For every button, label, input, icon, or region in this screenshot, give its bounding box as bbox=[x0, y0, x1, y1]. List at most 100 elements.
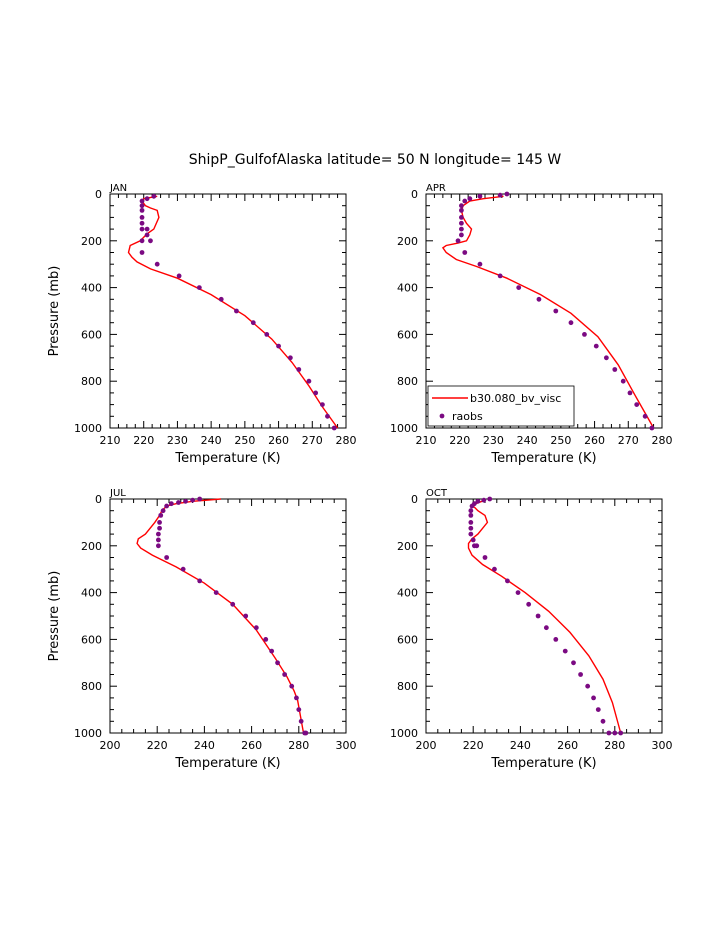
x-tick-label-jul: 260 bbox=[241, 739, 262, 752]
obs-point-apr bbox=[459, 215, 464, 220]
obs-point-apr bbox=[516, 285, 522, 290]
obs-point-oct bbox=[612, 730, 618, 736]
y-tick-label-apr: 0 bbox=[411, 188, 418, 201]
y-tick-label-jul: 400 bbox=[81, 587, 102, 600]
panel-oct: OCT 200 220 240 260 280 300 0 200 400 600 800 1000 Te… bbox=[390, 488, 673, 771]
obs-point-apr bbox=[497, 273, 503, 279]
obs-point-jan bbox=[250, 320, 256, 326]
y-tick-label-apr: 400 bbox=[397, 282, 418, 295]
obs-point-jul bbox=[158, 512, 164, 518]
obs-point-jul bbox=[164, 555, 170, 560]
y-tick-label-apr: 1000 bbox=[390, 422, 418, 435]
x-tick-label-apr: 210 bbox=[416, 434, 437, 447]
obs-point-oct bbox=[595, 707, 601, 712]
obs-point-jul bbox=[230, 601, 236, 607]
obs-point-jul bbox=[294, 695, 299, 701]
x-axis-label-jul: Temperature (K) bbox=[174, 756, 280, 771]
series-line-jul bbox=[136, 498, 305, 734]
obs-point-oct bbox=[585, 683, 591, 689]
obs-point-jan bbox=[144, 196, 150, 202]
obs-point-jan bbox=[276, 343, 281, 349]
x-tick-label-jan: 250 bbox=[234, 434, 255, 447]
obs-point-oct bbox=[562, 648, 568, 654]
obs-point-oct bbox=[571, 660, 576, 666]
obs-point-apr bbox=[459, 203, 464, 209]
obs-point-apr bbox=[459, 220, 464, 226]
obs-point-jul bbox=[155, 543, 161, 549]
x-tick-label-jan: 260 bbox=[268, 434, 289, 447]
obs-point-oct bbox=[468, 525, 474, 531]
x-axis-label-apr: Temperature (K) bbox=[490, 451, 596, 466]
obs-point-jan bbox=[151, 193, 157, 199]
obs-point-oct bbox=[553, 637, 559, 642]
obs-point-apr bbox=[497, 192, 503, 198]
x-tick-label-jan: 210 bbox=[100, 434, 121, 447]
obs-point-apr bbox=[462, 250, 468, 255]
x-tick-label-oct: 200 bbox=[416, 739, 437, 752]
obs-point-jan bbox=[196, 285, 202, 290]
obs-point-jan bbox=[144, 232, 150, 238]
obs-point-jan bbox=[154, 261, 160, 267]
obs-point-jan bbox=[320, 402, 325, 407]
obs-point-oct bbox=[600, 718, 606, 724]
obs-point-jan bbox=[139, 215, 145, 220]
x-tick-label-apr: 230 bbox=[483, 434, 504, 447]
obs-point-jul bbox=[243, 613, 249, 619]
obs-point-jul bbox=[155, 537, 161, 543]
obs-point-oct bbox=[515, 590, 521, 595]
x-tick-label-oct: 220 bbox=[463, 739, 484, 752]
obs-point-jul bbox=[190, 497, 196, 503]
obs-point-oct bbox=[474, 543, 480, 549]
obs-point-jan bbox=[264, 332, 270, 337]
legend-label-model: b30.080_bv_visc bbox=[470, 392, 561, 405]
y-tick-label-jan: 200 bbox=[81, 235, 102, 248]
obs-point-jan bbox=[176, 273, 182, 279]
panels-container: JAN 210 220 230 240 250 260 270 280 0 200 400 600 800… bbox=[47, 183, 673, 771]
x-tick-label-jul: 280 bbox=[288, 739, 309, 752]
legend-frame bbox=[427, 385, 575, 427]
obs-point-apr bbox=[467, 196, 473, 202]
obs-point-jan bbox=[331, 425, 337, 431]
y-tick-label-jan: 400 bbox=[81, 282, 102, 295]
legend-label-obs: raobs bbox=[452, 410, 483, 423]
panel-label-apr: APR bbox=[426, 183, 446, 194]
obs-point-apr bbox=[568, 320, 574, 326]
obs-point-jul bbox=[289, 683, 295, 689]
obs-point-jul bbox=[197, 578, 203, 584]
obs-point-jul bbox=[157, 525, 162, 531]
obs-point-oct bbox=[470, 537, 476, 543]
x-tick-label-apr: 240 bbox=[517, 434, 538, 447]
x-axis-label-jan: Temperature (K) bbox=[174, 451, 280, 466]
obs-point-oct bbox=[578, 672, 583, 677]
obs-point-oct bbox=[469, 503, 475, 509]
obs-point-apr bbox=[459, 232, 464, 238]
y-axis-label-jan: Pressure (mb) bbox=[47, 266, 62, 357]
obs-point-oct bbox=[505, 578, 510, 584]
obs-point-jul bbox=[183, 498, 188, 504]
obs-point-jan bbox=[313, 390, 319, 396]
y-tick-label-oct: 600 bbox=[397, 633, 418, 646]
y-tick-label-jan: 1000 bbox=[74, 422, 102, 435]
obs-point-oct bbox=[482, 555, 488, 560]
obs-point-oct bbox=[468, 520, 474, 525]
obs-point-apr bbox=[459, 226, 464, 232]
obs-point-oct bbox=[487, 496, 493, 502]
y-tick-label-jul: 0 bbox=[95, 493, 102, 506]
x-tick-label-jan: 230 bbox=[167, 434, 188, 447]
y-tick-label-oct: 400 bbox=[397, 587, 418, 600]
obs-point-jan bbox=[139, 250, 145, 255]
x-tick-label-jul: 300 bbox=[336, 739, 357, 752]
x-tick-label-oct: 280 bbox=[604, 739, 625, 752]
obs-point-oct bbox=[535, 613, 541, 619]
y-axis-label-jul: Pressure (mb) bbox=[47, 571, 62, 662]
x-tick-label-apr: 270 bbox=[618, 434, 639, 447]
x-tick-label-oct: 240 bbox=[510, 739, 531, 752]
obs-point-jan bbox=[139, 207, 145, 213]
obs-point-jul bbox=[296, 707, 302, 712]
y-tick-label-apr: 800 bbox=[397, 375, 418, 388]
obs-point-oct bbox=[618, 730, 624, 736]
obs-point-jul bbox=[160, 508, 166, 514]
x-tick-label-jan: 220 bbox=[133, 434, 154, 447]
obs-point-apr bbox=[612, 367, 618, 372]
obs-point-jul bbox=[298, 718, 304, 724]
